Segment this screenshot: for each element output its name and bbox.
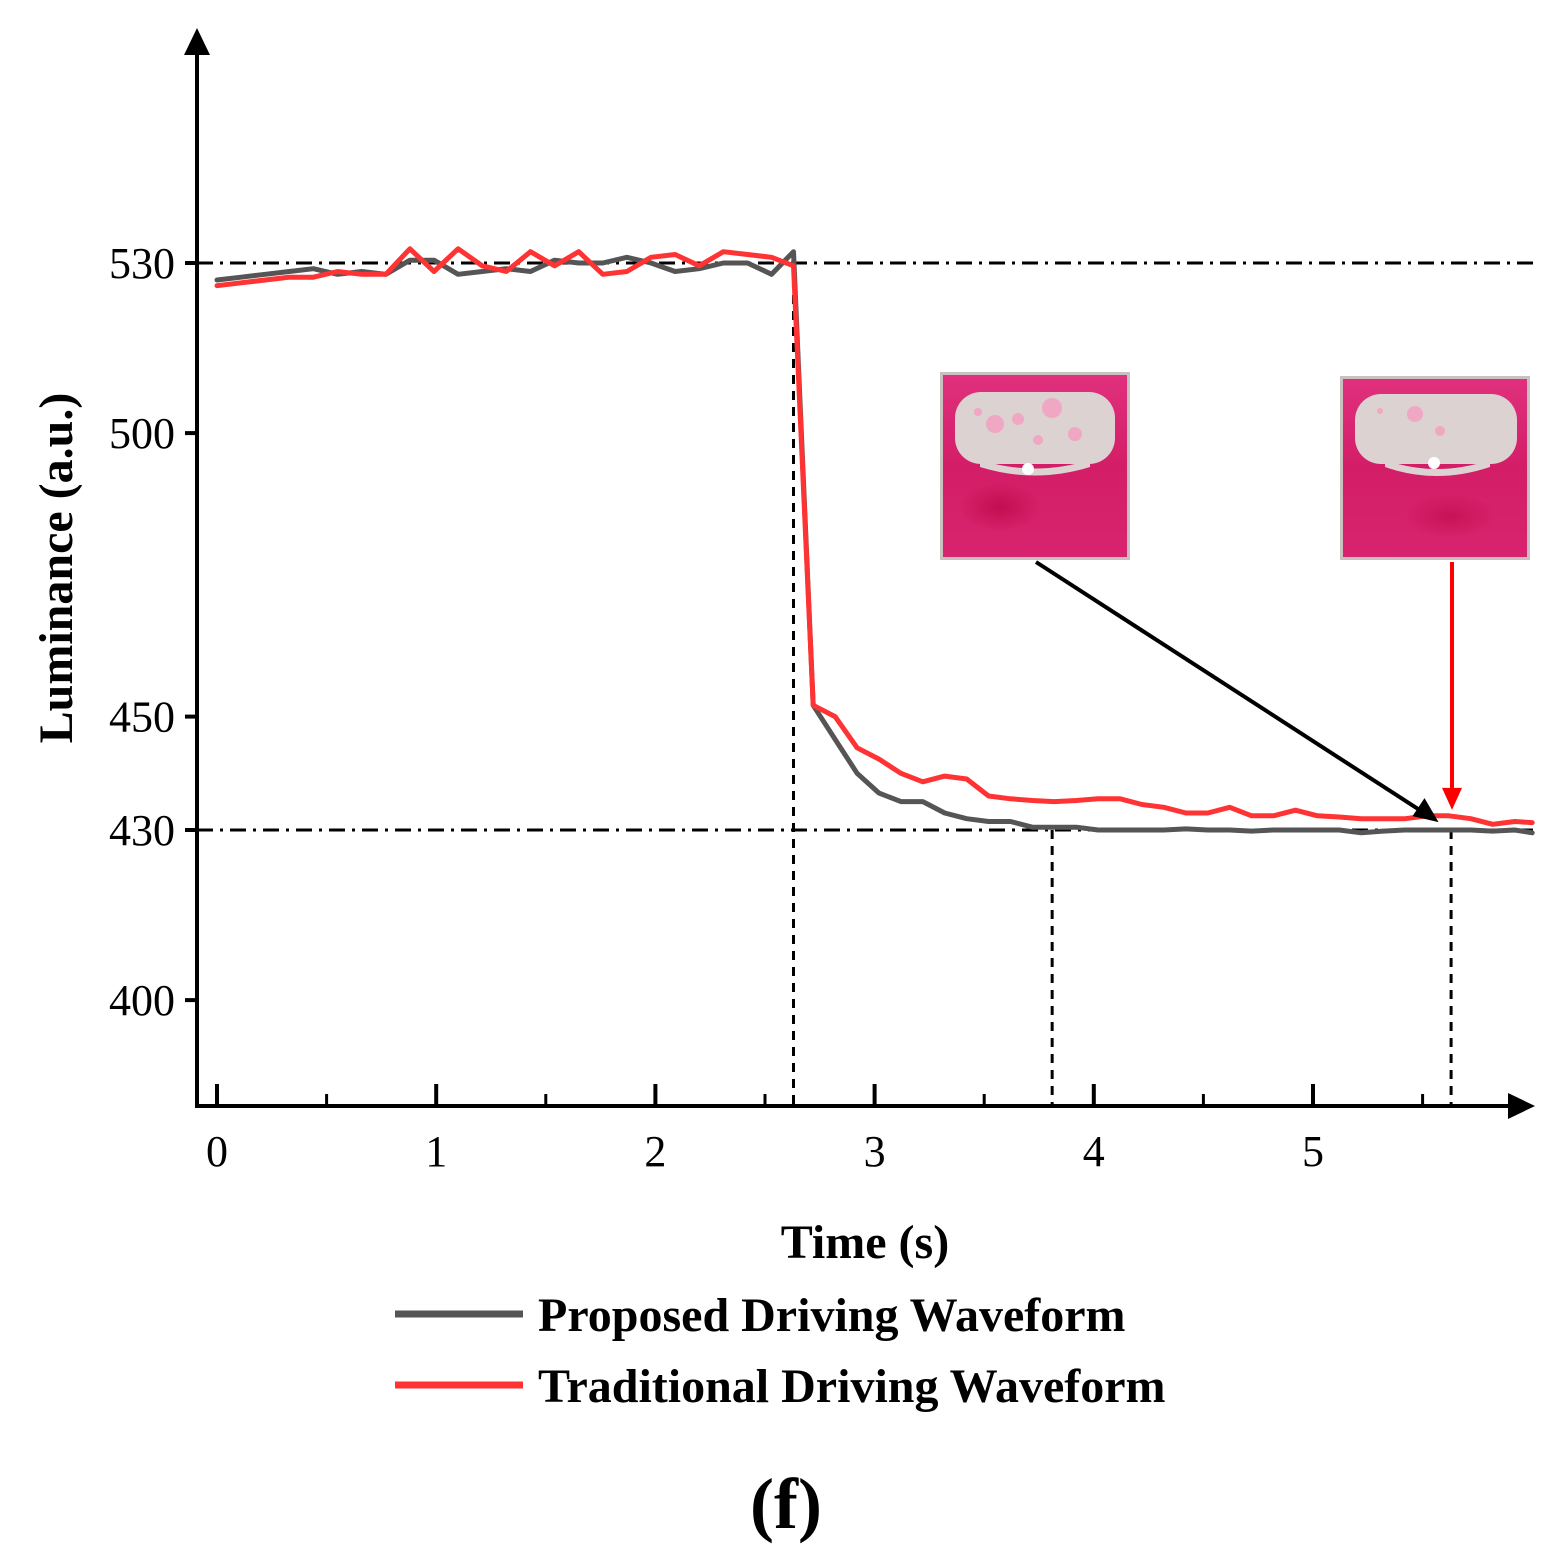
legend: Proposed Driving Waveform Traditional Dr… [395,1289,1166,1413]
series-line-proposed [214,249,1535,836]
x-axis [195,1093,1535,1119]
y-axis-arrowhead [184,28,210,55]
panel-label: (f) [750,1464,822,1544]
x-tick-label: 1 [425,1127,447,1176]
y-tick-label: 430 [109,806,175,855]
legend-label-traditional: Traditional Driving Waveform [538,1360,1166,1413]
legend-label-proposed: Proposed Driving Waveform [538,1289,1126,1342]
x-axis-arrowhead [1508,1093,1535,1119]
x-tick-label: 5 [1302,1127,1324,1176]
annotation-arrow-line-proposed [1034,560,1426,815]
y-ticks: 400 430 450 500 530 [109,239,197,1025]
y-tick-label: 400 [109,976,175,1025]
inset-photo-traditional [1340,376,1530,560]
y-tick-label: 500 [109,409,175,458]
x-axis-title: Time (s) [781,1216,949,1269]
reference-lines [197,261,1535,1106]
annotation-arrowhead-traditional [1442,787,1462,810]
legend-item-traditional: Traditional Driving Waveform [395,1360,1166,1413]
series-line-traditional [214,246,1535,827]
y-axis-title: Luminance (a.u.) [30,393,83,744]
x-tick-label: 0 [206,1127,228,1176]
inset-photo-proposed [940,372,1130,560]
x-tick-label: 3 [864,1127,886,1176]
legend-item-proposed: Proposed Driving Waveform [395,1289,1126,1342]
x-ticks: 0 1 2 3 4 5 [206,1084,1425,1176]
y-tick-label: 450 [109,693,175,742]
annotation-arrows [1034,560,1462,823]
y-axis [184,28,210,1106]
x-tick-label: 2 [644,1127,666,1176]
annotation-arrowhead-proposed [1412,798,1439,823]
y-tick-label: 530 [109,239,175,288]
series-layer [214,246,1535,836]
x-tick-label: 4 [1083,1127,1105,1176]
